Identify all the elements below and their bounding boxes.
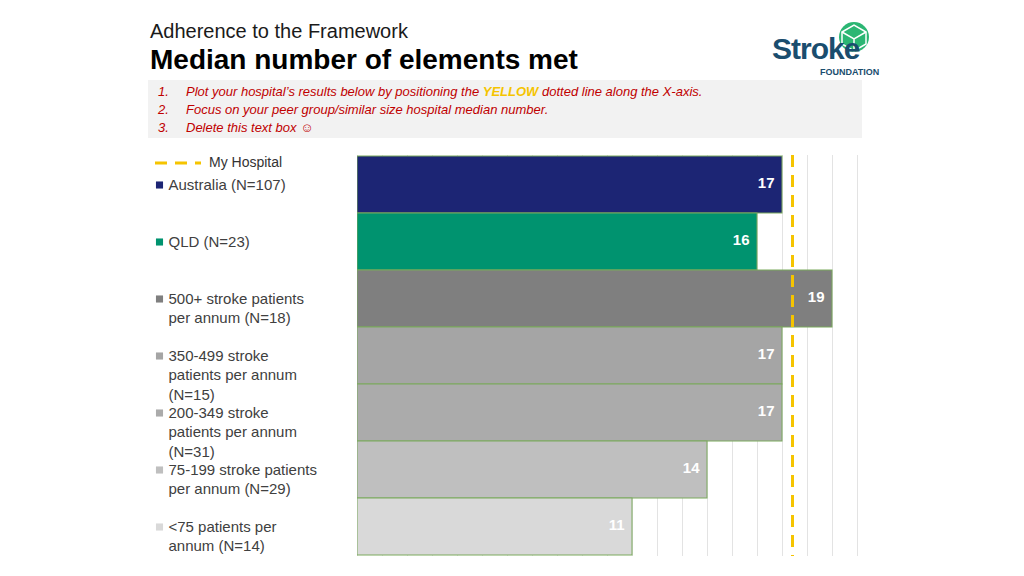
svg-text:Australia (N=107): Australia (N=107) (169, 176, 286, 193)
html-text:FOUNDATION: FOUNDATION (820, 67, 880, 77)
svg-text:75-199 stroke patientsper annu: 75-199 stroke patientsper annum (N=29) (169, 461, 317, 498)
svg-text:14: 14 (683, 459, 700, 476)
svg-text:<75 patients perannum (N=14): <75 patients perannum (N=14) (169, 518, 277, 555)
svg-text:17: 17 (758, 345, 775, 362)
svg-text:16: 16 (733, 231, 750, 248)
html-text:My Hospital: My Hospital (209, 154, 283, 170)
svg-text:19: 19 (808, 288, 825, 305)
html-text:Focus on your peer group/simil: Focus on your peer group/similar size ho… (186, 102, 549, 117)
svg-text:17: 17 (758, 174, 775, 191)
html-text:3.: 3. (158, 120, 169, 135)
html-text:Stroke: Stroke (772, 32, 860, 65)
html-text:1.: 1. (158, 84, 169, 99)
svg-text:QLD (N=23): QLD (N=23) (169, 233, 250, 250)
svg-text:500+ stroke patientsper annum: 500+ stroke patientsper annum (N=18) (169, 290, 305, 327)
html-text:Adherence to the Framework: Adherence to the Framework (150, 20, 408, 42)
html-text:2.: 2. (158, 102, 169, 117)
svg-text:200-349 strokepatients per ann: 200-349 strokepatients per annum(N=31) (169, 404, 297, 460)
html-text:Median number of elements met: Median number of elements met (150, 44, 578, 75)
html-text:Delete this text box ☺: Delete this text box ☺ (186, 120, 314, 135)
html-text:Plot your hospital’s results b: Plot your hospital’s results below by po… (186, 84, 703, 99)
svg-text:350-499 strokepatients per ann: 350-499 strokepatients per annum(N=15) (169, 347, 297, 403)
svg-text:17: 17 (758, 402, 775, 419)
svg-text:11: 11 (609, 516, 625, 533)
